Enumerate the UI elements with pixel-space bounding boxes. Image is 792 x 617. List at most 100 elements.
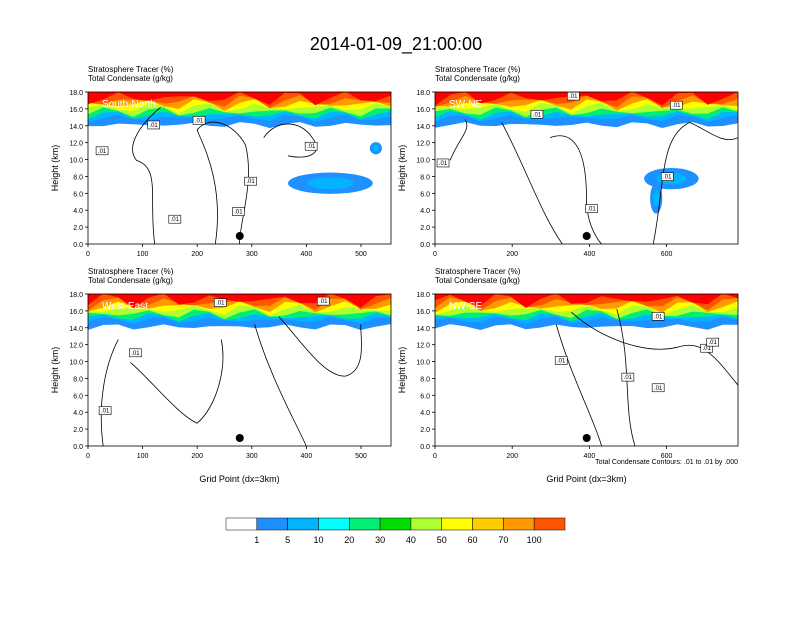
colorbar-swatch — [349, 517, 381, 531]
condensate-contour — [555, 324, 602, 446]
panels: Stratosphere Tracer (%)Total Condensate … — [50, 65, 739, 484]
plot-frame — [434, 91, 739, 245]
contour-label: .01 — [654, 314, 663, 320]
condensate-contour — [130, 339, 224, 424]
y-tick-label: 10.0 — [69, 158, 83, 165]
panel-label: West-East — [102, 301, 148, 312]
contour-label: .01 — [663, 175, 672, 181]
plot-area: .01 .01 .01 .01 .01 .01 — [435, 92, 738, 244]
y-tick-label: 16.0 — [69, 309, 83, 316]
colorbar-label: 30 — [375, 535, 385, 545]
tracer-layer — [435, 92, 738, 106]
contour-label: .01 — [171, 217, 180, 223]
contour-label: .01 — [709, 340, 718, 346]
colorbar-label: 10 — [313, 535, 323, 545]
x-tick-label: 0 — [86, 453, 90, 460]
x-tick-label: 500 — [355, 453, 367, 460]
panel-nw-se: Stratosphere Tracer (%)Total Condensate … — [397, 267, 739, 484]
panel-south-north: Stratosphere Tracer (%)Total Condensate … — [50, 65, 392, 258]
page-title: 2014-01-09_21:00:00 — [310, 34, 482, 55]
y-tick-label: 10.0 — [69, 360, 83, 367]
condensate-contour — [571, 311, 738, 386]
x-tick-label: 300 — [246, 251, 258, 258]
contour-label: .01 — [654, 386, 663, 392]
y-tick-label: 4.0 — [420, 208, 430, 215]
colorbar-swatch — [503, 517, 535, 531]
contour-label-box — [232, 207, 245, 216]
contour-label-box — [213, 298, 227, 307]
y-tick-label: 2.0 — [420, 427, 430, 434]
contour-label-box — [585, 204, 598, 213]
tracer-layer — [435, 294, 738, 308]
y-tick-label: 12.0 — [416, 141, 430, 148]
y-tick-label: 0.0 — [420, 242, 430, 249]
y-tick-label: 14.0 — [416, 124, 430, 131]
condensate-contour — [449, 119, 468, 161]
contour-label-box — [530, 110, 544, 119]
condensate-contour — [100, 339, 119, 446]
plot-area: .01 .01 .01 .01 — [88, 294, 391, 446]
contour-label-box — [129, 348, 142, 358]
condensate-contour — [254, 324, 307, 446]
contour-label-box — [304, 141, 318, 151]
y-tick-label: 18.0 — [416, 292, 430, 299]
y-tick-label: 16.0 — [69, 107, 83, 114]
y-tick-label: 2.0 — [420, 225, 430, 232]
x-tick-label: 200 — [506, 251, 518, 258]
y-tick-label: 14.0 — [416, 326, 430, 333]
y-tick-label: 16.0 — [416, 309, 430, 316]
contour-label-box — [651, 312, 665, 321]
y-tick-label: 16.0 — [416, 107, 430, 114]
y-tick-label: 4.0 — [73, 208, 83, 215]
tracer-layer — [88, 92, 391, 106]
contour-label: .01 — [624, 375, 633, 381]
x-tick-label: 0 — [433, 453, 437, 460]
contour-label: .01 — [439, 161, 448, 167]
y-tick-label: 6.0 — [420, 191, 430, 198]
contour-label: .01 — [101, 409, 110, 415]
contour-label: .01 — [533, 112, 542, 118]
x-tick-label: 100 — [137, 453, 149, 460]
panel-label: NW-SE — [449, 301, 482, 312]
colorbar-swatch — [318, 517, 350, 531]
contour-label-box — [621, 372, 635, 382]
y-tick-label: 12.0 — [416, 343, 430, 350]
x-axis-label: Grid Point (dx=3km) — [546, 474, 626, 484]
plot-frame — [434, 293, 739, 447]
colorbar-swatch — [472, 517, 504, 531]
contour-label-box — [168, 214, 182, 224]
contour-label-box — [670, 100, 683, 110]
condensate-contour — [263, 123, 317, 158]
panel-title-line1: Stratosphere Tracer (%) — [435, 65, 521, 74]
y-tick-label: 0.0 — [73, 444, 83, 451]
x-tick-label: 200 — [506, 453, 518, 460]
x-tick-label: 600 — [661, 251, 673, 258]
panel-title-line2: Total Condensate (g/kg) — [88, 276, 173, 285]
colorbar: 1 5 10 20 30 40 50 60 70 100 — [225, 517, 566, 545]
x-tick-label: 200 — [191, 251, 203, 258]
panel-west-east: Stratosphere Tracer (%)Total Condensate … — [50, 267, 392, 484]
x-tick-label: 600 — [661, 453, 673, 460]
contour-label-box — [554, 356, 568, 365]
tracer-patch-core — [307, 177, 354, 190]
colorbar-swatch — [533, 517, 566, 531]
y-axis-label: Height (km) — [397, 347, 407, 394]
tracer-patch-core — [372, 144, 380, 152]
y-tick-label: 14.0 — [69, 124, 83, 131]
panel-title-line2: Total Condensate (g/kg) — [88, 74, 173, 83]
contour-note: Total Condensate Contours: .01 to .01 by… — [595, 459, 738, 466]
contour-label-box — [147, 120, 160, 130]
plot-frame — [87, 293, 392, 447]
x-tick-label: 100 — [137, 251, 149, 258]
x-tick-label: 300 — [246, 453, 258, 460]
panel-title-line1: Stratosphere Tracer (%) — [88, 267, 174, 276]
contour-label-box — [706, 337, 720, 347]
x-tick-label: 0 — [433, 251, 437, 258]
colorbar-label: 70 — [498, 535, 508, 545]
y-tick-label: 10.0 — [416, 360, 430, 367]
contour-label-box — [98, 406, 112, 415]
colorbar-label: 100 — [527, 535, 542, 545]
condensate-contour — [549, 135, 602, 244]
